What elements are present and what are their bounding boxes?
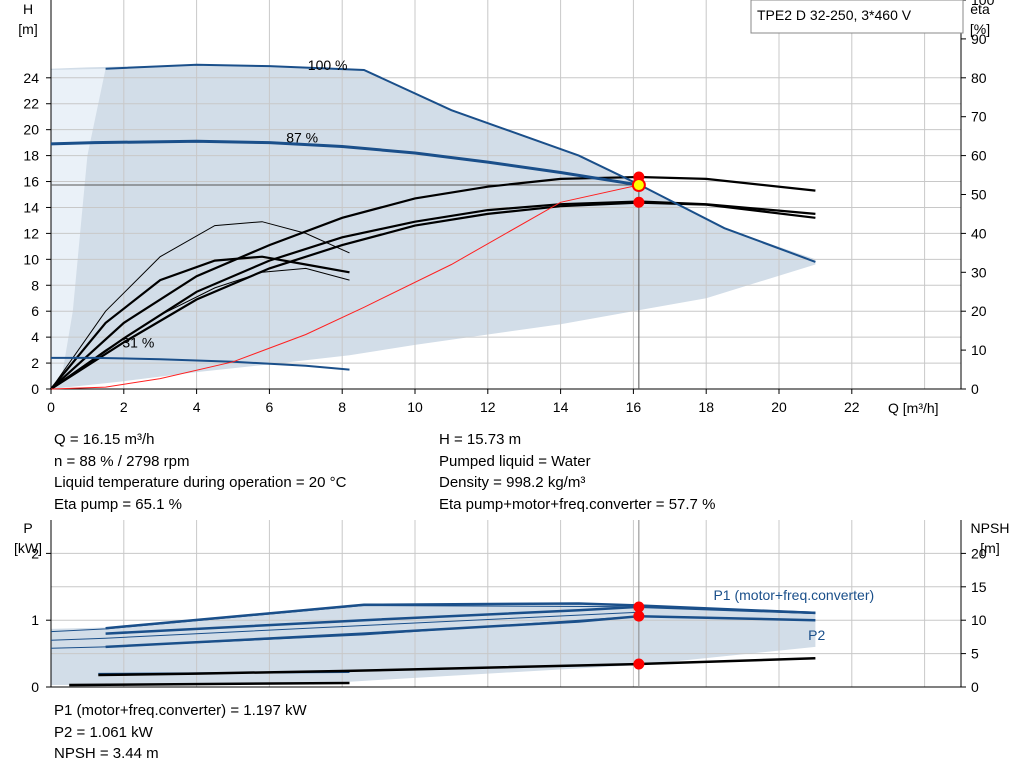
p1-curve-alt bbox=[105, 605, 816, 635]
y2-axis-unit: [%] bbox=[970, 21, 990, 37]
power-curve-thin bbox=[50, 611, 639, 641]
x-tick-label: 16 bbox=[626, 399, 642, 415]
y2-tick-label: 30 bbox=[971, 264, 987, 280]
curve-label: 100 % bbox=[308, 57, 348, 73]
y-tick-label: 6 bbox=[31, 303, 39, 319]
info-npsh: NPSH = 3.44 m bbox=[54, 745, 159, 762]
eta-curve bbox=[50, 255, 350, 390]
operating-info-right: H = 15.73 m Pumped liquid = Water Densit… bbox=[439, 429, 715, 515]
info-speed: n = 88 % / 2798 rpm bbox=[54, 452, 190, 470]
npsh-axis-unit: [m] bbox=[980, 540, 999, 556]
y2-tick-label: 20 bbox=[971, 303, 987, 319]
y2-tick-label: 50 bbox=[971, 187, 987, 203]
head-curve-chart: 0 2 4 6 8 10 12 14 16 18 20 22024681012141618202224… bbox=[18, 0, 995, 416]
system-curve bbox=[50, 184, 640, 390]
eta-point-marker bbox=[633, 196, 645, 208]
y2-tick-label: 40 bbox=[971, 225, 987, 241]
curve-label: 31 % bbox=[122, 334, 154, 350]
info-pumped-liquid: Pumped liquid = Water bbox=[439, 452, 591, 470]
y-tick-label: 18 bbox=[23, 148, 39, 164]
info-head: H = 15.73 m bbox=[439, 431, 522, 448]
x-tick-label: 22 bbox=[844, 399, 860, 415]
npsh-curve bbox=[98, 657, 816, 677]
operating-point-marker bbox=[631, 178, 646, 193]
p-tick-label: 0 bbox=[31, 679, 39, 695]
series-label: P1 (motor+freq.converter) bbox=[713, 587, 874, 603]
info-density: Density = 998.2 kg/m³ bbox=[439, 474, 586, 491]
eta-curve bbox=[50, 221, 350, 390]
p-tick-label: 1 bbox=[31, 612, 39, 628]
low-flow-area bbox=[51, 68, 106, 389]
x-tick-label: 2 bbox=[120, 399, 128, 415]
y-axis-label: H bbox=[23, 1, 33, 17]
x-tick-label: 10 bbox=[407, 399, 423, 415]
eta-curve bbox=[50, 267, 350, 390]
y2-tick-label: 0 bbox=[971, 381, 979, 397]
info-eta-total: Eta pump+motor+freq.converter = 57.7 % bbox=[439, 495, 716, 513]
info-liquid-temperature: Liquid temperature during operation = 20… bbox=[54, 474, 347, 491]
npsh-tick-label: 0 bbox=[971, 679, 979, 695]
curve-label: 87 % bbox=[286, 129, 318, 145]
y-tick-label: 0 bbox=[31, 381, 39, 397]
npsh-point-marker bbox=[633, 658, 645, 670]
head-curve-100 bbox=[105, 63, 816, 263]
operating-range-area bbox=[51, 64, 816, 390]
npsh-axis-label: NPSH bbox=[971, 520, 1010, 536]
y2-tick-label: 70 bbox=[971, 109, 987, 125]
y-tick-label: 2 bbox=[31, 355, 39, 371]
x-axis-label: Q [m³/h] bbox=[888, 400, 939, 416]
y2-tick-label: 90 bbox=[971, 31, 987, 47]
info-p1: P1 (motor+freq.converter) = 1.197 kW bbox=[54, 702, 307, 719]
y2-tick-label: 100 bbox=[971, 0, 995, 8]
operating-info-left: Q = 16.15 m³/h n = 88 % / 2798 rpm Liqui… bbox=[54, 429, 346, 515]
npsh-tick-label: 10 bbox=[971, 612, 987, 628]
y-tick-label: 10 bbox=[23, 251, 39, 267]
y-tick-label: 24 bbox=[23, 70, 39, 86]
p2-curve bbox=[105, 614, 816, 649]
x-tick-label: 8 bbox=[338, 399, 346, 415]
chart-title-box: TPE2 D 32-250, 3*460 V bbox=[750, 0, 964, 34]
x-tick-label: 6 bbox=[266, 399, 274, 415]
p-tick-label: 2 bbox=[31, 545, 39, 561]
y-tick-label: 12 bbox=[23, 225, 39, 241]
eta-curve bbox=[50, 175, 816, 390]
x-tick-label: 12 bbox=[480, 399, 496, 415]
x-tick-label: 4 bbox=[193, 399, 201, 415]
power-curve-minimum bbox=[69, 681, 350, 687]
y-tick-label: 16 bbox=[23, 174, 39, 190]
head-curve-87 bbox=[50, 139, 640, 187]
info-p2: P2 = 1.061 kW bbox=[54, 723, 153, 741]
npsh-tick-label: 5 bbox=[971, 646, 979, 662]
y2-tick-label: 10 bbox=[971, 342, 987, 358]
power-info: P1 (motor+freq.converter) = 1.197 kW P2 … bbox=[54, 700, 307, 765]
x-tick-label: 14 bbox=[553, 399, 569, 415]
eta-curve bbox=[50, 201, 816, 390]
x-tick-label: 0 bbox=[47, 399, 55, 415]
npsh-tick-label: 15 bbox=[971, 579, 987, 595]
y-tick-label: 8 bbox=[31, 277, 39, 293]
head-curve-31 bbox=[51, 356, 350, 371]
p-axis-label: P bbox=[23, 520, 32, 536]
y2-tick-label: 60 bbox=[971, 148, 987, 164]
y-tick-label: 22 bbox=[23, 96, 39, 112]
y2-tick-label: 80 bbox=[971, 70, 987, 86]
p2-point-marker bbox=[633, 610, 645, 622]
p1-point-marker bbox=[633, 601, 645, 613]
y-tick-label: 14 bbox=[23, 199, 39, 215]
x-tick-label: 18 bbox=[698, 399, 714, 415]
y-tick-label: 4 bbox=[31, 329, 39, 345]
x-tick-label: 20 bbox=[771, 399, 787, 415]
series-label: P2 bbox=[808, 627, 825, 643]
p-axis-unit: [kW] bbox=[14, 540, 42, 556]
info-eta-pump: Eta pump = 65.1 % bbox=[54, 495, 182, 513]
y-tick-label: 20 bbox=[23, 122, 39, 138]
npsh-tick-label: 20 bbox=[971, 545, 987, 561]
y-axis-unit: [m] bbox=[18, 21, 37, 37]
y2-axis-label: eta bbox=[970, 1, 990, 17]
info-flow: Q = 16.15 m³/h bbox=[54, 431, 155, 448]
chart-title: TPE2 D 32-250, 3*460 V bbox=[757, 7, 912, 23]
